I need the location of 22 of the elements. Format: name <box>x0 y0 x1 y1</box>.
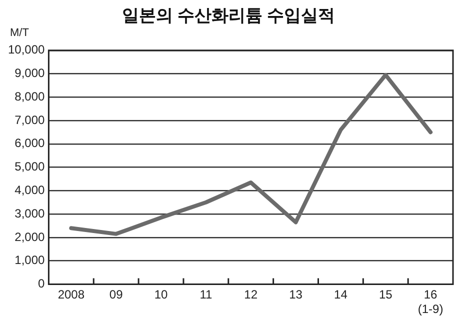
y-tick-label: 10,000 <box>8 42 46 57</box>
chart-title: 일본의 수산화리튬 수입실적 <box>122 6 336 25</box>
y-axis-title: M/T <box>10 26 30 39</box>
x-tick-label: 12 <box>244 288 258 302</box>
y-tick-label: 3,000 <box>14 206 46 220</box>
x-tick-label: 11 <box>200 288 212 302</box>
y-tick-label: 1,000 <box>14 253 46 268</box>
x-tick-label: 10 <box>154 288 168 302</box>
x-tick-label: 16 (1-9) <box>418 288 444 316</box>
y-tick-label: 7,000 <box>14 112 46 127</box>
x-tick-label: 13 <box>289 288 303 302</box>
y-tick-label: 2,000 <box>14 230 46 244</box>
y-tick-label: 4,000 <box>14 182 46 197</box>
y-tick-label: 8,000 <box>14 89 46 104</box>
y-tick-label: 0 <box>38 276 46 291</box>
x-tick-label: 15 <box>378 288 393 302</box>
y-tick-label: 6,000 <box>14 136 46 150</box>
x-tick-label: 2008 <box>58 288 85 302</box>
x-tick-label: 14 <box>334 288 348 302</box>
x-tick-label: 09 <box>109 288 124 302</box>
y-tick-label: 5,000 <box>14 160 46 174</box>
y-tick-label: 9,000 <box>14 66 46 80</box>
